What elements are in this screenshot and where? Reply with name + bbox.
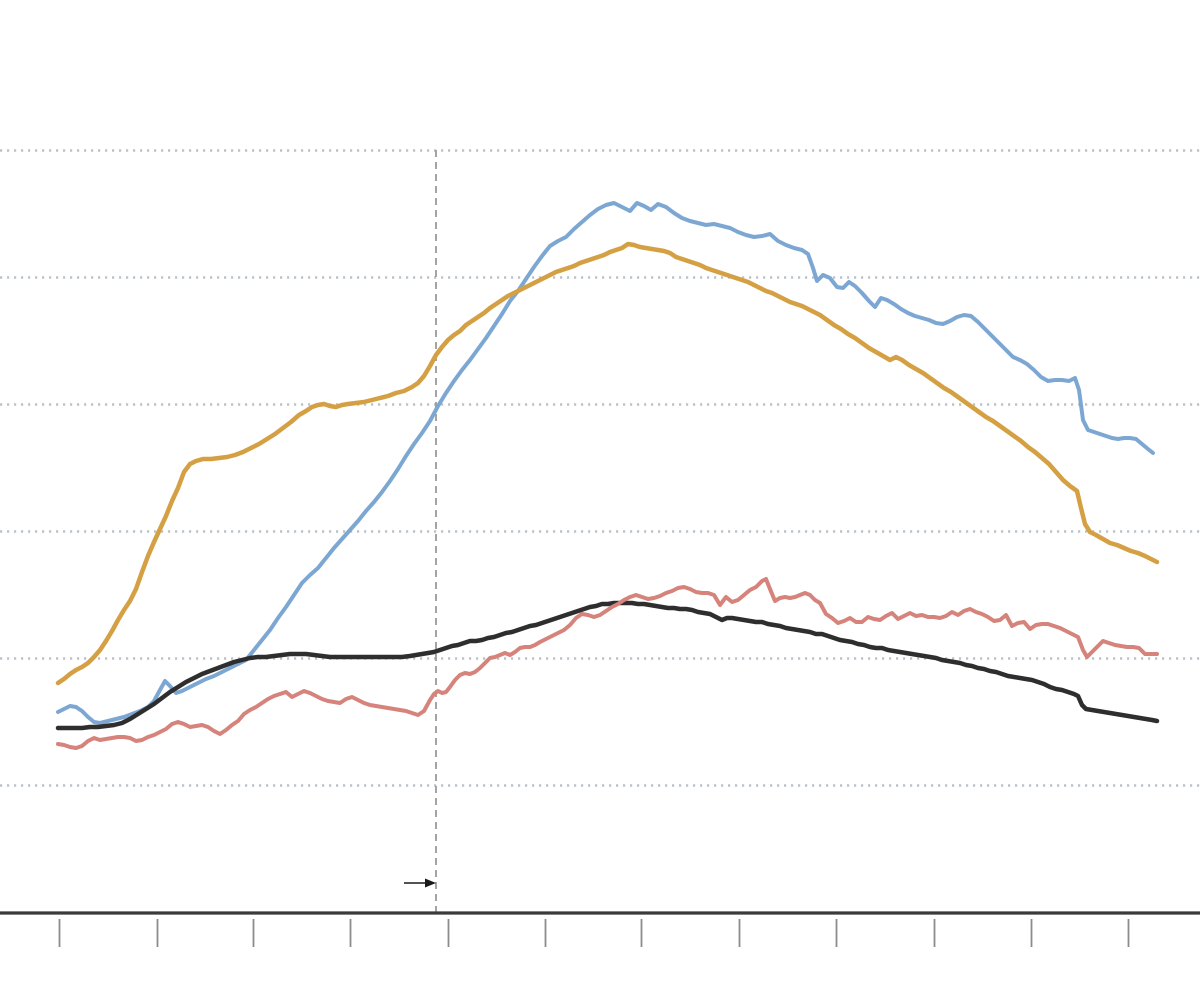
x-axis-group <box>0 911 1200 947</box>
series-lines-group <box>55 201 1160 750</box>
series-line-orange <box>55 241 1160 686</box>
series-line-black <box>55 600 1160 731</box>
series-line-red <box>56 577 1159 750</box>
arrow-head-icon <box>425 878 436 888</box>
series-line-blue <box>56 201 1155 725</box>
annotation-arrow-group <box>404 878 436 888</box>
